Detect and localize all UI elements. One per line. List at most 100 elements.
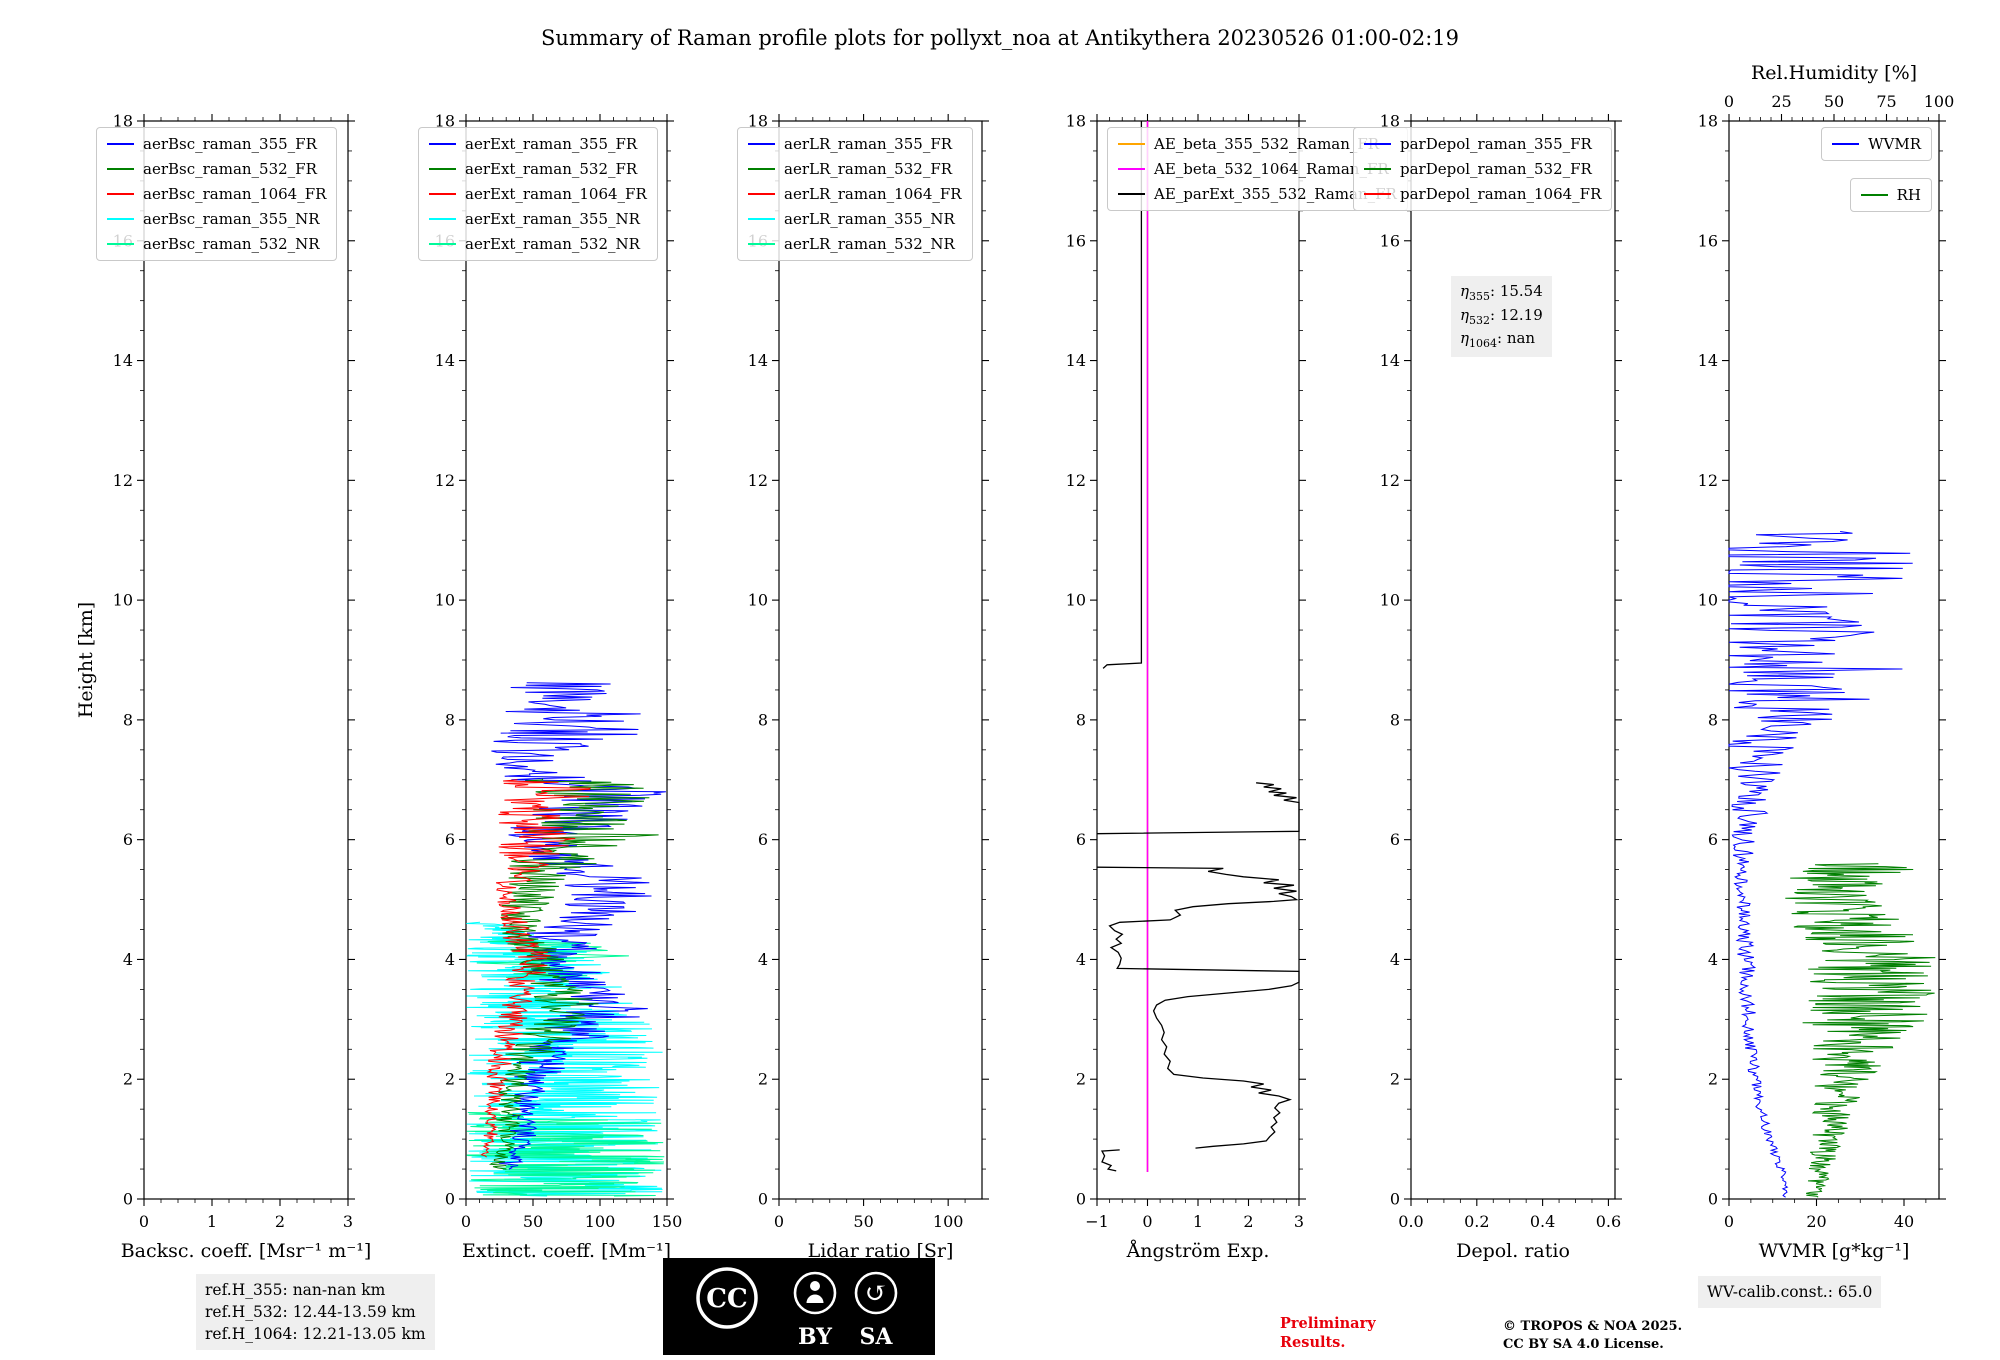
legend-line-sample: [107, 193, 134, 195]
cc-license-badge: CC ↺ BY SA: [663, 1258, 935, 1355]
y-tick-label: 2: [758, 1070, 768, 1089]
legend-label: aerExt_raman_355_NR: [465, 210, 640, 228]
x-axis-label-wvmr: WVMR [g*kg⁻¹]: [1759, 1240, 1910, 1262]
y-tick-label: 12: [748, 471, 768, 490]
legend-entry: aerLR_raman_355_FR: [748, 134, 962, 154]
legend-line-sample: [429, 168, 456, 170]
x-axis-label-angstrom: Ångström Exp.: [1126, 1240, 1270, 1262]
y-tick-label: 16: [1698, 231, 1718, 250]
legend-label: aerExt_raman_1064_FR: [465, 185, 647, 203]
y-tick-label: 2: [123, 1070, 133, 1089]
y-tick-label: 4: [123, 950, 133, 969]
y-tick-label: 18: [1380, 112, 1400, 131]
top-tick-label: 100: [1924, 92, 1955, 111]
y-tick-label: 4: [1708, 950, 1718, 969]
y-tick-label: 4: [1076, 950, 1086, 969]
y-axis-label: Height [km]: [75, 602, 97, 718]
y-tick-label: 0: [445, 1190, 455, 1209]
legend-entry: AE_beta_532_1064_Raman_FR: [1118, 159, 1397, 179]
y-tick-label: 12: [435, 471, 455, 490]
y-tick-label: 8: [758, 710, 768, 729]
legend-label: aerBsc_raman_355_FR: [143, 135, 317, 153]
x-tick-label: 2: [275, 1212, 285, 1231]
wv-calib-annotation: WV-calib.const.: 65.0: [1698, 1276, 1882, 1308]
legend-entry: aerBsc_raman_532_NR: [107, 234, 326, 254]
y-tick-label: 6: [123, 830, 133, 849]
x-tick-label: 3: [343, 1212, 353, 1231]
cc-logo-text: CC: [706, 1284, 747, 1314]
preliminary-note: Preliminary Results.: [1280, 1315, 1376, 1353]
legend-line-sample: [429, 143, 456, 145]
legend-label: parDepol_raman_532_FR: [1400, 160, 1592, 178]
sa-circle-icon: [854, 1271, 898, 1315]
x-tick-label: 100: [933, 1212, 964, 1231]
legend-entry: parDepol_raman_355_FR: [1364, 134, 1601, 154]
ref-height-1064: ref.H_1064: 12.21-13.05 km: [205, 1325, 426, 1343]
y-tick-label: 6: [758, 830, 768, 849]
legend-label: AE_parExt_355_532_Raman_FR: [1154, 185, 1397, 203]
y-tick-label: 12: [1066, 471, 1086, 490]
y-tick-label: 8: [1708, 710, 1718, 729]
y-tick-label: 18: [1066, 112, 1086, 131]
ref-height-355: ref.H_355: nan-nan km: [205, 1281, 386, 1299]
y-tick-label: 6: [1076, 830, 1086, 849]
legend-entry: aerLR_raman_1064_FR: [748, 184, 962, 204]
legend-line-sample: [1118, 193, 1145, 195]
legend-entry: AE_beta_355_532_Raman_FR: [1118, 134, 1397, 154]
y-tick-label: 10: [435, 591, 455, 610]
series-RH: [1785, 863, 1936, 1198]
y-tick-label: 6: [1390, 830, 1400, 849]
x-tick-label: −1: [1085, 1212, 1109, 1231]
y-tick-label: 14: [113, 351, 133, 370]
legend-entry: aerExt_raman_355_NR: [429, 209, 647, 229]
legend-label: AE_beta_532_1064_Raman_FR: [1154, 160, 1389, 178]
series-aerExt_raman_355_NR: [466, 921, 663, 1197]
x-tick-label: 0: [1142, 1212, 1152, 1231]
legend-label: aerBsc_raman_532_NR: [143, 235, 320, 253]
legend-line-sample: [1364, 168, 1391, 170]
legend-label: aerBsc_raman_1064_FR: [143, 185, 327, 203]
y-tick-label: 10: [1698, 591, 1718, 610]
x-tick-label: 50: [523, 1212, 543, 1231]
legend-line-sample: [429, 243, 456, 245]
x-tick-label: 0.4: [1530, 1212, 1555, 1231]
legend-line-sample: [107, 143, 134, 145]
x-tick-label: 0: [1724, 1212, 1734, 1231]
preliminary-line-1: Preliminary: [1280, 1315, 1376, 1332]
series-aerExt_raman_355_FR: [491, 682, 666, 1170]
series-AE_parExt_355_532_Raman_FR: [1096, 866, 1300, 1149]
y-tick-label: 10: [1066, 591, 1086, 610]
legend-entry: aerBsc_raman_532_FR: [107, 159, 326, 179]
y-tick-label: 2: [445, 1070, 455, 1089]
eta-row: η532: 12.19: [1460, 305, 1543, 327]
x-tick-label: 40: [1894, 1212, 1914, 1231]
legend-line-sample: [429, 193, 456, 195]
y-tick-label: 0: [1076, 1190, 1086, 1209]
legend-entry: parDepol_raman_1064_FR: [1364, 184, 1601, 204]
panel-wvmr: [1728, 120, 1940, 1200]
x-tick-label: 0.0: [1398, 1212, 1423, 1231]
top-tick-label: 25: [1771, 92, 1791, 111]
series-AE_parExt_355_532_Raman_FR: [1102, 121, 1143, 669]
x-tick-label: 3: [1294, 1212, 1304, 1231]
y-tick-label: 14: [1698, 351, 1718, 370]
legend-label: aerLR_raman_355_NR: [784, 210, 955, 228]
legend-label: aerLR_raman_1064_FR: [784, 185, 962, 203]
x-axis-label-backscatter: Backsc. coeff. [Msr⁻¹ m⁻¹]: [121, 1240, 372, 1262]
legend-label: aerBsc_raman_355_NR: [143, 210, 320, 228]
copyright-note: © TROPOS & NOA 2025. CC BY SA 4.0 Licens…: [1503, 1318, 1682, 1354]
y-tick-label: 10: [113, 591, 133, 610]
y-tick-label: 8: [445, 710, 455, 729]
x-tick-label: 100: [585, 1212, 616, 1231]
legend-label: aerBsc_raman_532_FR: [143, 160, 317, 178]
panel-extinction: [465, 120, 668, 1200]
legend-extinction: aerExt_raman_355_FR aerExt_raman_532_FR ae…: [418, 127, 658, 261]
y-tick-label: 12: [1380, 471, 1400, 490]
top-tick-label: 50: [1824, 92, 1844, 111]
legend-entry: RH: [1860, 185, 1921, 205]
panel-angstrom: [1096, 120, 1300, 1200]
legend-label: aerLR_raman_355_FR: [784, 135, 953, 153]
y-tick-label: 18: [435, 112, 455, 131]
